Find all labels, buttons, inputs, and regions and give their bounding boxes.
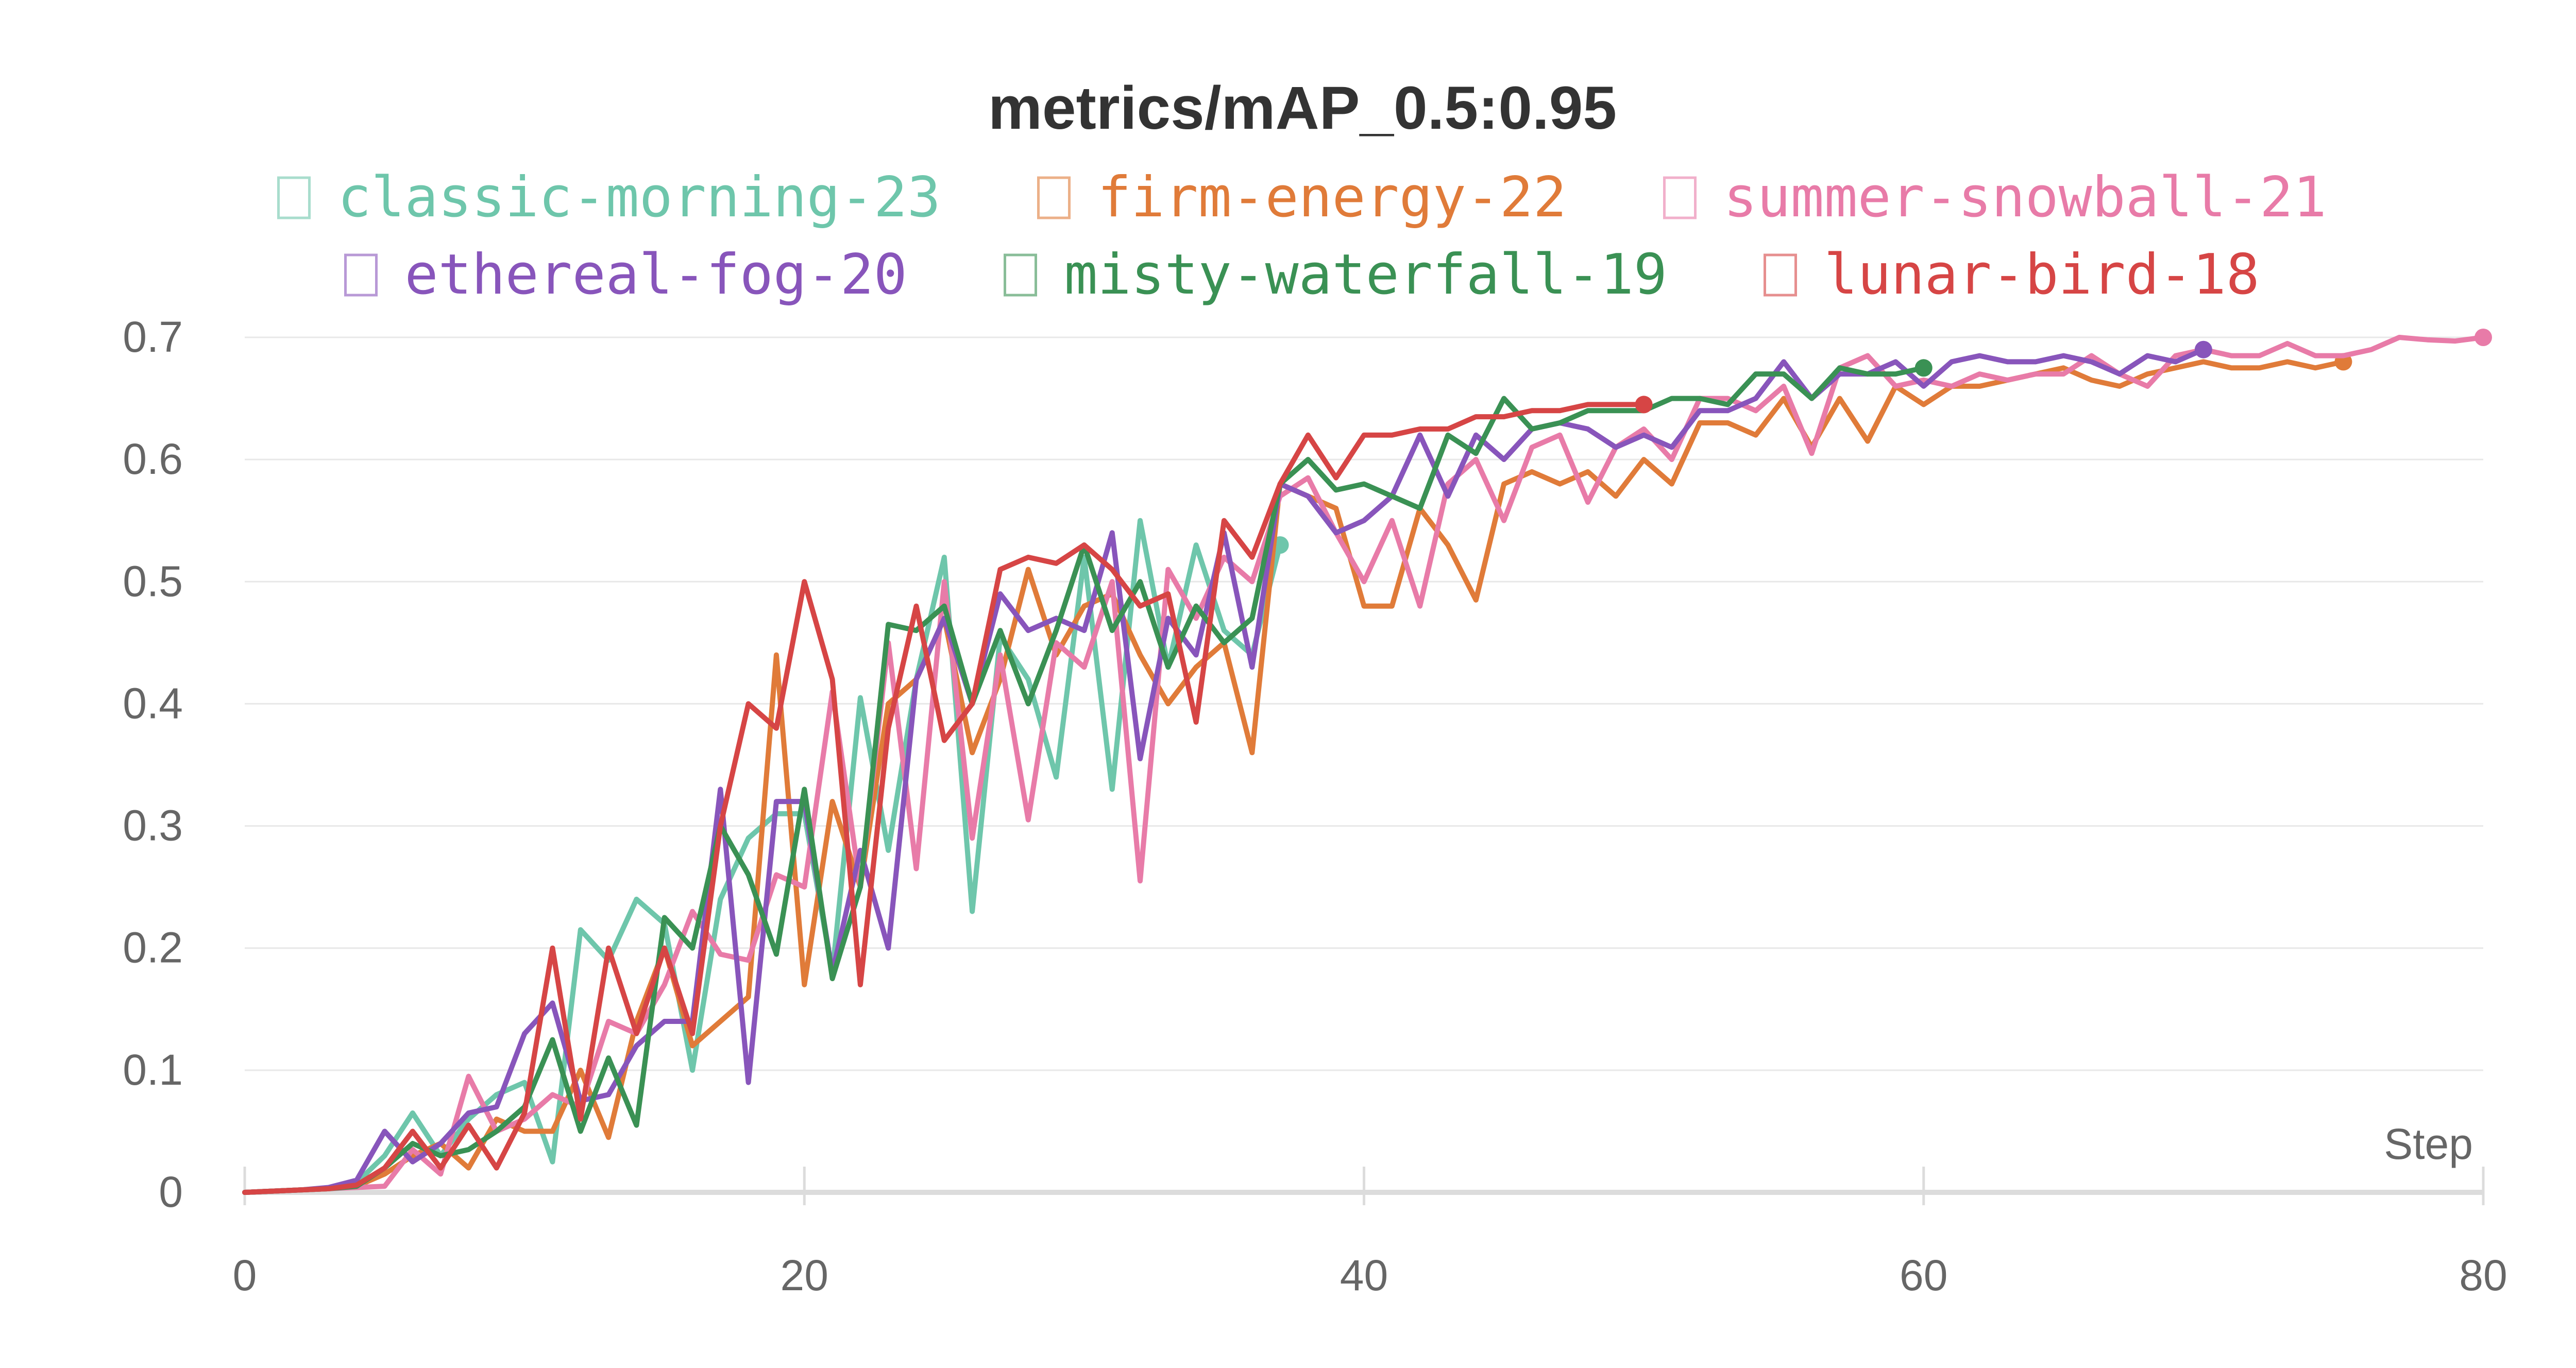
y-tick-label: 0.4 [123,679,183,727]
legend-swatch [1764,253,1797,297]
y-tick-label: 0.5 [123,557,183,605]
series-end-marker-ethereal-fog-20 [2194,340,2212,358]
y-tick-label: 0 [159,1168,183,1216]
chart-title: metrics/mAP_0.5:0.95 [988,74,1617,142]
series-line-summer-snowball-21 [242,335,2486,1195]
legend-item-classic-morning-23: classic-morning-23 [277,165,941,230]
series-end-marker-misty-waterfall-19 [1914,359,1933,377]
legend-item-misty-waterfall-19: misty-waterfall-19 [1004,243,1667,307]
x-tick-label: 20 [781,1251,828,1299]
series-line-misty-waterfall-19 [242,365,1926,1195]
x-axis: 0 20 40 60 80 [233,1167,2507,1299]
legend-item-ethereal-fog-20: ethereal-fog-20 [344,243,907,307]
legend-swatch [1037,176,1071,219]
legend-label: classic-morning-23 [338,165,941,230]
x-tick-label: 60 [1900,1251,1947,1299]
series-end-marker-summer-snowball-21 [2475,329,2492,346]
y-tick-label: 0.3 [123,801,183,850]
legend-swatch [277,176,311,219]
legend: classic-morning-23 firm-energy-22 summer-s… [277,165,2327,307]
y-tick-label: 0.6 [123,435,183,483]
legend-swatch [1663,176,1697,219]
legend-swatch [344,253,378,297]
y-gridlines [245,336,2483,1071]
y-tick-label: 0.1 [123,1046,183,1094]
series-line-ethereal-fog-20 [242,347,2206,1195]
legend-label: summer-snowball-21 [1724,165,2327,230]
y-tick-label: 0.2 [123,924,183,972]
x-tick-label: 80 [2459,1251,2507,1299]
y-axis: 0 0.1 0.2 0.3 0.4 0.5 0.6 0.7 [123,313,183,1216]
legend-item-lunar-bird-18: lunar-bird-18 [1764,243,2260,307]
x-tick-label: 0 [233,1251,257,1299]
series-line-lunar-bird-18 [242,402,1647,1195]
plot-area [242,329,2492,1195]
legend-swatch [1004,253,1037,297]
series-end-marker-lunar-bird-18 [1635,396,1653,414]
x-axis-label: Step [2384,1120,2473,1168]
legend-label: firm-energy-22 [1098,165,1567,230]
legend-label: ethereal-fog-20 [405,243,907,307]
legend-label: misty-waterfall-19 [1064,243,1667,307]
legend-item-summer-snowball-21: summer-snowball-21 [1663,165,2327,230]
legend-item-firm-energy-22: firm-energy-22 [1037,165,1567,230]
x-tick-label: 40 [1340,1251,1388,1299]
legend-label: lunar-bird-18 [1824,243,2260,307]
y-tick-label: 0.7 [123,313,183,361]
